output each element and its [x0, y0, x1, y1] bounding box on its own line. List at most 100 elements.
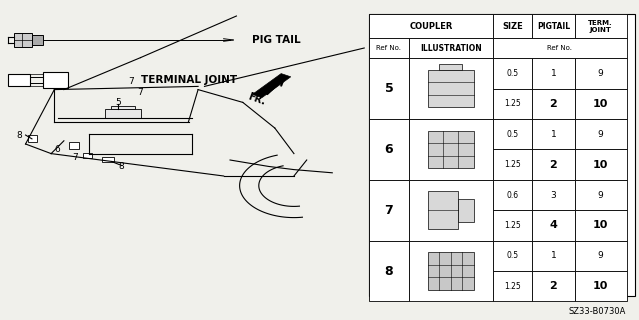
Text: PIGTAIL: PIGTAIL [537, 22, 570, 31]
Bar [83, 153, 92, 158]
Bar [408, 58, 493, 119]
Bar [408, 38, 493, 58]
Text: 1.25: 1.25 [504, 221, 521, 230]
Bar [574, 58, 627, 89]
Bar [532, 271, 574, 301]
Text: 2: 2 [550, 160, 557, 170]
Text: 4: 4 [550, 220, 557, 230]
Text: ILLUSTRATION: ILLUSTRATION [420, 44, 482, 53]
Bar [43, 72, 68, 88]
Bar [369, 58, 408, 119]
Bar [408, 119, 493, 180]
Bar [427, 70, 474, 108]
Text: 5: 5 [116, 98, 121, 107]
Bar [427, 252, 474, 290]
Bar [408, 180, 493, 241]
Bar [493, 38, 627, 58]
Text: 10: 10 [593, 99, 608, 109]
Text: 6: 6 [385, 143, 393, 156]
Text: 2: 2 [550, 99, 557, 109]
Text: 9: 9 [597, 130, 603, 139]
Text: 7: 7 [385, 204, 394, 217]
Bar [532, 210, 574, 241]
Bar [369, 241, 408, 301]
Bar [532, 58, 574, 89]
Polygon shape [252, 74, 291, 98]
Text: 10: 10 [593, 160, 608, 170]
Bar [369, 180, 408, 241]
Bar [32, 35, 43, 45]
Bar [532, 119, 574, 149]
Text: 0.5: 0.5 [507, 69, 519, 78]
Bar [574, 149, 627, 180]
Text: 10: 10 [593, 220, 608, 230]
Bar [532, 241, 574, 271]
Text: 2: 2 [550, 281, 557, 291]
Bar [493, 14, 532, 38]
Text: 1.25: 1.25 [504, 282, 521, 291]
Bar [493, 89, 532, 119]
Text: FR.: FR. [246, 92, 266, 107]
Text: 0.6: 0.6 [507, 190, 519, 200]
Text: SZ33-B0730A: SZ33-B0730A [569, 308, 626, 316]
Bar [439, 64, 463, 70]
Text: 1.25: 1.25 [504, 160, 521, 169]
Text: TERM.
JOINT: TERM. JOINT [589, 20, 613, 33]
Text: COUPLER: COUPLER [410, 22, 453, 31]
Text: 6: 6 [54, 145, 60, 154]
Text: SIZE: SIZE [502, 22, 523, 31]
Bar [493, 241, 532, 271]
Bar [102, 157, 114, 162]
Bar [493, 180, 532, 210]
Bar [493, 119, 532, 149]
Text: 5: 5 [385, 82, 394, 95]
Text: 8: 8 [17, 131, 22, 140]
Bar [111, 106, 135, 109]
Bar [532, 14, 574, 38]
Bar [458, 199, 474, 221]
Text: 0.5: 0.5 [507, 130, 519, 139]
Text: Ref No.: Ref No. [547, 45, 573, 51]
Bar [369, 119, 408, 180]
Text: PIG TAIL: PIG TAIL [252, 35, 301, 45]
Text: Ref No.: Ref No. [376, 45, 401, 51]
Text: 9: 9 [597, 190, 603, 200]
Bar [369, 14, 493, 38]
Bar [574, 14, 627, 38]
Bar [369, 38, 408, 58]
Bar [105, 109, 141, 118]
Bar [532, 89, 574, 119]
Bar [14, 33, 32, 47]
Bar [574, 180, 627, 210]
Bar [574, 89, 627, 119]
Bar [493, 210, 532, 241]
Bar [574, 271, 627, 301]
Bar [427, 191, 458, 229]
Bar [574, 241, 627, 271]
Text: 0.5: 0.5 [507, 251, 519, 260]
Text: 8: 8 [385, 265, 393, 277]
Bar [532, 180, 574, 210]
Text: 1: 1 [551, 130, 557, 139]
Bar [408, 241, 493, 301]
Bar [574, 210, 627, 241]
Bar [8, 74, 30, 86]
Text: 8: 8 [119, 162, 124, 171]
Text: 9: 9 [597, 69, 603, 78]
Text: 1.25: 1.25 [504, 99, 521, 108]
Text: 3: 3 [551, 190, 557, 200]
Bar [493, 149, 532, 180]
Text: 7: 7 [137, 88, 143, 97]
Text: 10: 10 [593, 281, 608, 291]
Text: 9: 9 [597, 251, 603, 260]
Text: TERMINAL JOINT: TERMINAL JOINT [141, 75, 236, 85]
Bar [532, 149, 574, 180]
Text: 1: 1 [551, 251, 557, 260]
Bar [427, 131, 474, 168]
Bar [69, 142, 79, 149]
Text: 7: 7 [128, 77, 134, 86]
Bar [369, 14, 635, 296]
Text: 1: 1 [551, 69, 557, 78]
Bar [574, 119, 627, 149]
Bar [493, 271, 532, 301]
